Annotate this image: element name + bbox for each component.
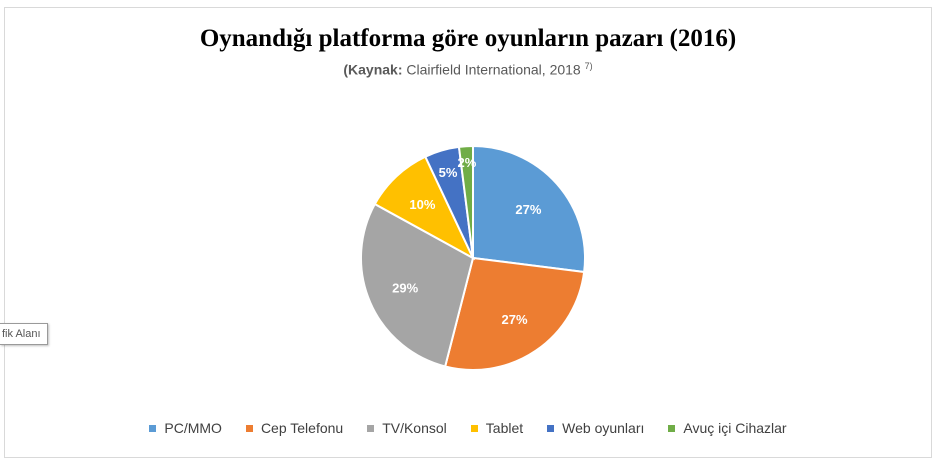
pie-slice-avu-i-i-cihazlar[interactable]	[457, 144, 474, 259]
legend-label: TV/Konsol	[382, 420, 447, 436]
legend-item-avu-i-i-cihazlar[interactable]: Avuç içi Cihazlar	[668, 420, 787, 436]
legend-swatch	[149, 424, 157, 432]
data-label-web-oyunlar: 5%	[439, 165, 458, 180]
legend-item-web-oyunlar[interactable]: Web oyunları	[547, 420, 644, 436]
data-label-avu-i-i-cihazlar: 2%	[458, 155, 477, 170]
legend-swatch	[367, 424, 375, 432]
subtitle-footnote: 7)	[584, 61, 593, 71]
data-label-tablet: 10%	[409, 197, 435, 212]
legend-swatch	[668, 424, 676, 432]
legend-label: PC/MMO	[164, 420, 222, 436]
data-label-tv-konsol: 29%	[392, 280, 418, 295]
legend-item-cep-telefonu[interactable]: Cep Telefonu	[245, 420, 344, 436]
subtitle-source-label: (Kaynak:	[343, 61, 403, 78]
chart-area-tooltip: fik Alanı	[0, 323, 48, 345]
chart-title: Oynandığı platforma göre oyunların pazar…	[199, 25, 737, 52]
legend-label: Tablet	[485, 420, 524, 436]
chart-area[interactable]: Oynandığı platforma göre oyunların pazar…	[4, 7, 932, 458]
legend-swatch	[245, 424, 253, 432]
pie-chart[interactable]: 27% 27% 29% 10% 5%2%	[5, 8, 933, 459]
data-label-cep-telefonu: 27%	[502, 312, 528, 327]
subtitle-source-text: Clairfield International, 2018	[402, 61, 585, 78]
pie-slice-cep-telefonu[interactable]	[443, 256, 586, 371]
legend-label: Cep Telefonu	[260, 420, 344, 436]
legend-swatch	[547, 424, 555, 432]
legend-item-tablet[interactable]: Tablet	[470, 420, 524, 436]
chart-legend: PC/MMO Cep Telefonu TV/Konsol Tablet Web oyu…	[5, 420, 931, 436]
chart-subtitle: (Kaynak: Clairfield International, 2018 …	[5, 61, 931, 78]
pie-slice-tv-konsol[interactable]	[360, 202, 475, 368]
legend-label: Web oyunları	[562, 420, 645, 436]
legend-item-pc-mmo[interactable]: PC/MMO	[149, 420, 222, 436]
legend-item-tv-konsol[interactable]: TV/Konsol	[367, 420, 447, 436]
legend-swatch	[470, 424, 478, 432]
data-label-pc-mmo: 27%	[515, 202, 541, 217]
legend-label: Avuç içi Cihazlar	[683, 420, 787, 436]
pie-slice-pc-mmo[interactable]	[472, 144, 586, 274]
